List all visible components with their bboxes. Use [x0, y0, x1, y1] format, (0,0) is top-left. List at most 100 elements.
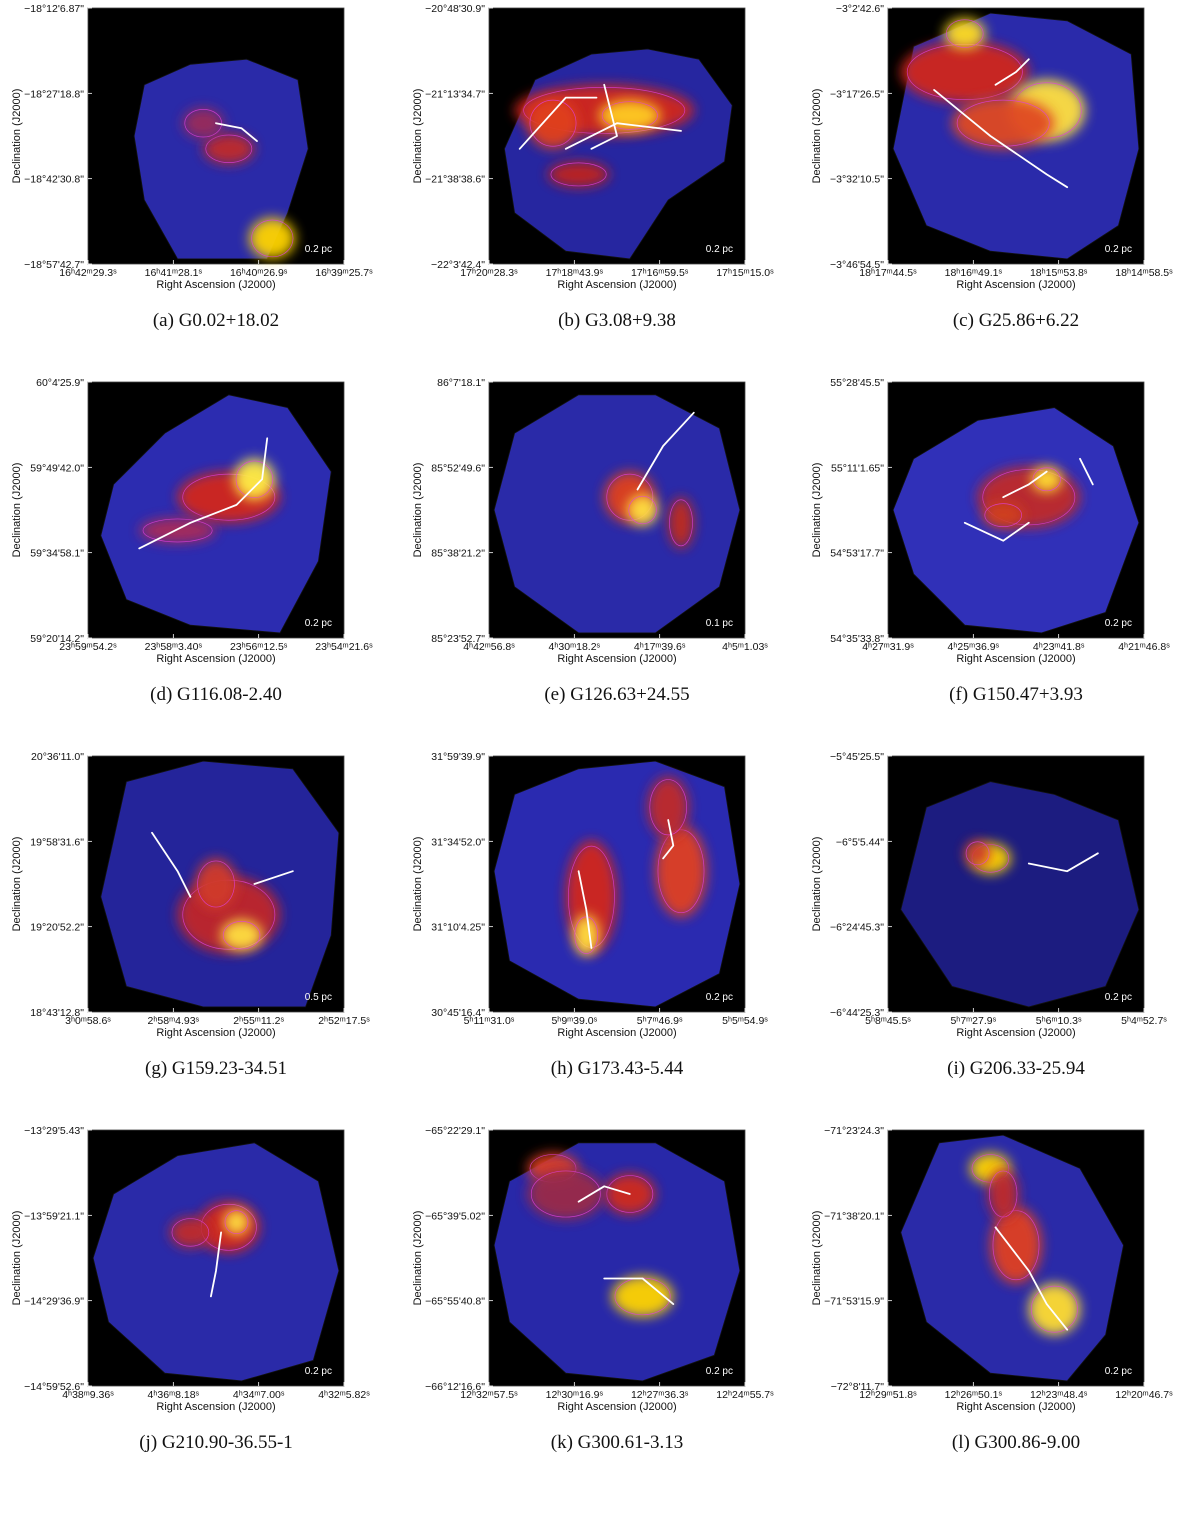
- dec-tick-label: 59°34'58.1": [30, 548, 84, 560]
- emission-map: [892, 12, 1140, 260]
- emission-peak: [952, 97, 1055, 149]
- intensity-contour: [530, 1170, 601, 1218]
- y-axis-label: Declination (J2000): [11, 89, 23, 184]
- y-axis-label: Declination (J2000): [11, 837, 23, 932]
- panel-caption: (f) G150.47+3.93: [949, 684, 1083, 705]
- scale-bar-label: 0.2 pc: [706, 244, 733, 255]
- dec-tick-label: 19°20'52.2": [30, 922, 84, 934]
- panel-caption: (i) G206.33-25.94: [947, 1058, 1085, 1079]
- dec-tick-label: −71°53'15.9": [824, 1296, 884, 1308]
- y-axis-label: Declination (J2000): [811, 89, 823, 184]
- intensity-contour: [992, 1210, 1040, 1281]
- dec-tick-label: −3°46'54.5": [830, 259, 884, 271]
- emission-peak: [604, 1173, 656, 1215]
- ra-tick-label: 5ʰ7ᵐ27.9ˢ: [950, 1015, 996, 1027]
- ra-tick-label: 5ʰ4ᵐ52.7ˢ: [1121, 1015, 1167, 1027]
- dec-tick-label: 20°36'11.0": [31, 751, 84, 763]
- filament-skeleton: [518, 96, 598, 150]
- intensity-contour: [946, 19, 984, 48]
- dec-tick-label: −21°13'34.7": [425, 88, 485, 100]
- emission-map: [493, 394, 741, 634]
- panel-frame: [87, 7, 345, 265]
- panel-caption: (c) G25.86+6.22: [952, 310, 1080, 331]
- intensity-contour: [649, 779, 687, 836]
- emission-peak: [203, 133, 255, 165]
- y-axis-label: Declination (J2000): [811, 463, 823, 558]
- intensity-contour: [628, 495, 657, 525]
- panel-caption: (l) G300.86-9.00: [951, 1432, 1081, 1453]
- x-axis-label: Right Ascension (J2000): [557, 1027, 676, 1039]
- panel-caption: (b) G3.08+9.38: [558, 310, 676, 331]
- panel-frame: [887, 1129, 1145, 1387]
- emission-peak: [611, 1275, 674, 1317]
- emission-peak: [139, 517, 217, 544]
- panel-caption: (g) G159.23-34.51: [145, 1058, 287, 1079]
- ra-tick-label: 4ʰ42ᵐ56.8ˢ: [463, 641, 515, 653]
- intensity-contour: [601, 101, 658, 130]
- ra-tick-label: 4ʰ5ᵐ1.03ˢ: [722, 641, 768, 653]
- ra-tick-label: 4ʰ17ᵐ39.6ˢ: [634, 641, 686, 653]
- ra-tick-label: 3ʰ0ᵐ58.6ˢ: [65, 1015, 111, 1027]
- ra-tick-label: 23ʰ56ᵐ12.5ˢ: [230, 641, 288, 653]
- ra-tick-label: 16ʰ42ᵐ29.3ˢ: [59, 267, 117, 279]
- filament-skeleton: [253, 870, 294, 885]
- intensity-contour: [982, 469, 1076, 526]
- dec-tick-label: −20°48'30.9": [425, 3, 485, 15]
- ra-tick-label: 4ʰ38ᵐ9.36ˢ: [62, 1389, 114, 1401]
- y-axis-label: Declination (J2000): [811, 1211, 823, 1306]
- intensity-contour: [529, 1154, 577, 1183]
- ra-tick-label: 23ʰ59ᵐ54.2ˢ: [59, 641, 117, 653]
- intensity-contour: [984, 503, 1022, 527]
- intensity-contour: [171, 1218, 210, 1247]
- ra-tick-label: 2ʰ55ᵐ11.2ˢ: [233, 1015, 284, 1027]
- dec-tick-label: 59°20'14.2": [30, 633, 84, 645]
- emission-peak: [969, 1153, 1011, 1184]
- dec-tick-label: 86°7'18.1": [437, 377, 485, 389]
- dec-tick-label: −6°24'45.3": [830, 922, 884, 934]
- y-axis-label: Declination (J2000): [811, 837, 823, 932]
- intensity-contour: [606, 473, 654, 521]
- ra-tick-label: 4ʰ23ᵐ41.8ˢ: [1033, 641, 1085, 653]
- ra-tick-label: 17ʰ18ᵐ43.9ˢ: [546, 267, 604, 279]
- filament-skeleton: [564, 122, 682, 150]
- filament-skeleton: [994, 58, 1030, 86]
- emission-map: [900, 781, 1140, 1008]
- filament-skeleton: [662, 819, 675, 860]
- ra-tick-label: 18ʰ15ᵐ53.8ˢ: [1030, 267, 1088, 279]
- emission-map: [133, 58, 309, 260]
- ra-tick-label: 12ʰ24ᵐ55.7ˢ: [716, 1389, 774, 1401]
- panel-frame: [87, 1129, 345, 1387]
- x-axis-label: Right Ascension (J2000): [557, 653, 676, 665]
- scale-bar-label: 0.2 pc: [706, 1366, 733, 1377]
- dec-tick-label: −3°32'10.5": [830, 174, 884, 186]
- scale-bar-label: 0.2 pc: [305, 618, 332, 629]
- emission-peak: [221, 919, 263, 951]
- filament-skeleton: [138, 437, 269, 550]
- scale-bar-label: 0.2 pc: [1105, 618, 1132, 629]
- ra-tick-label: 2ʰ58ᵐ4.93ˢ: [148, 1015, 200, 1027]
- emission-peak: [527, 97, 579, 149]
- y-axis-label: Declination (J2000): [11, 463, 23, 558]
- ra-tick-label: 18ʰ17ᵐ44.5ˢ: [859, 267, 917, 279]
- intensity-contour: [184, 109, 222, 138]
- panel-caption: (k) G300.61-3.13: [550, 1432, 684, 1453]
- emission-peak: [249, 217, 296, 259]
- emission-peak: [647, 776, 689, 838]
- ra-tick-label: 12ʰ30ᵐ16.9ˢ: [546, 1389, 604, 1401]
- x-axis-label: Right Ascension (J2000): [156, 1401, 275, 1413]
- intensity-contour: [200, 1203, 257, 1251]
- scale-bar-label: 0.2 pc: [1105, 244, 1132, 255]
- ra-tick-label: 12ʰ20ᵐ46.7ˢ: [1115, 1389, 1173, 1401]
- intensity-contour: [182, 473, 276, 521]
- ra-tick-label: 4ʰ32ᵐ5.82ˢ: [318, 1389, 370, 1401]
- emission-peak: [668, 497, 694, 549]
- emission-peak: [177, 876, 280, 954]
- dec-tick-label: −3°2'42.6": [836, 3, 884, 15]
- scale-bar-label: 0.1 pc: [706, 618, 733, 629]
- y-axis-label: Declination (J2000): [11, 1211, 23, 1306]
- dec-tick-label: −66°12'16.6": [425, 1381, 485, 1393]
